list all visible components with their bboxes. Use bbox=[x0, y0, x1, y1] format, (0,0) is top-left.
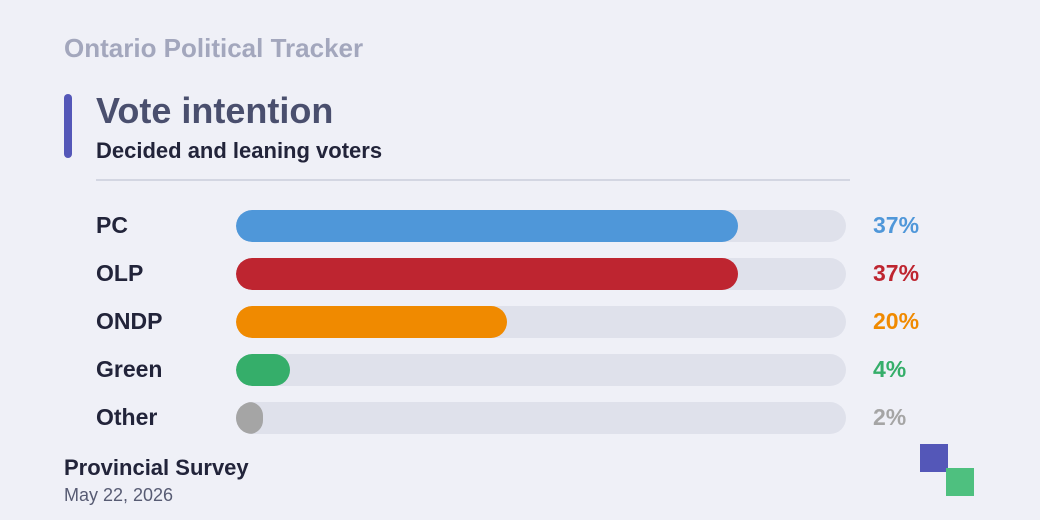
value-label: 37% bbox=[873, 212, 920, 238]
bar bbox=[236, 354, 290, 386]
title-accent-bar bbox=[64, 94, 72, 158]
bar bbox=[236, 306, 507, 338]
logo-square-secondary bbox=[946, 468, 974, 496]
value-label: 2% bbox=[873, 404, 907, 430]
value-label: 37% bbox=[873, 260, 920, 286]
header-divider bbox=[96, 179, 850, 181]
logo-square-primary bbox=[920, 444, 948, 472]
category-label: PC bbox=[96, 212, 128, 238]
chart-title: Vote intention bbox=[96, 90, 334, 131]
bar-row: OLP 37% bbox=[0, 258, 1040, 290]
bar-track bbox=[236, 306, 846, 338]
brand-name: Ontario Political Tracker bbox=[64, 33, 364, 63]
chart-subtitle: Decided and leaning voters bbox=[96, 138, 383, 163]
bar-row: Green 4% bbox=[0, 354, 1040, 386]
category-label: Green bbox=[96, 356, 163, 382]
bar-track bbox=[236, 258, 846, 290]
category-label: OLP bbox=[96, 260, 144, 286]
survey-date: May 22, 2026 bbox=[64, 485, 174, 505]
value-label: 4% bbox=[873, 356, 907, 382]
bar-row: Other 2% bbox=[0, 402, 1040, 434]
category-label: Other bbox=[96, 404, 158, 430]
bar-track bbox=[236, 210, 846, 242]
source-label: Provincial Survey bbox=[64, 455, 249, 480]
bar bbox=[236, 402, 263, 434]
bar bbox=[236, 210, 738, 242]
value-label: 20% bbox=[873, 308, 920, 334]
bar-track bbox=[236, 402, 846, 434]
category-label: ONDP bbox=[96, 308, 163, 334]
bar-row: PC 37% bbox=[0, 210, 1040, 242]
bar-track bbox=[236, 354, 846, 386]
bar bbox=[236, 258, 738, 290]
bar-row: ONDP 20% bbox=[0, 306, 1040, 338]
